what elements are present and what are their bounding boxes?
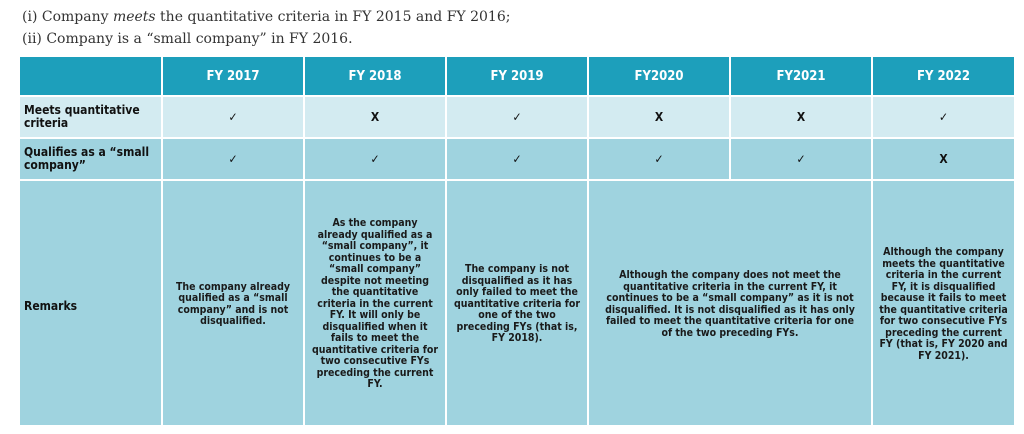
condition-1-emphasis: meets: [112, 9, 156, 25]
table-row-quantitative: Meets quantitative criteria ✓ X ✓ X X ✓: [20, 97, 1014, 137]
row-label-quantitative: Meets quantitative criteria: [20, 97, 161, 137]
table-row-small-company: Qualifies as a “small company” ✓ ✓ ✓ ✓ ✓…: [20, 139, 1014, 179]
mark-small-fy2022: X: [873, 139, 1014, 179]
condition-1: (i) Company meets the quantitative crite…: [22, 6, 510, 28]
condition-1-suffix: the quantitative criteria in FY 2015 and…: [155, 9, 511, 25]
mark-quantitative-fy2018: X: [305, 97, 445, 137]
table-row-remarks: Remarks The company already qualified as…: [20, 181, 1014, 425]
small-company-table: FY 2017 FY 2018 FY 2019 FY2020 FY2021 FY…: [18, 55, 1016, 427]
remark-fy2022: Although the company meets the quantitat…: [873, 181, 1014, 425]
remark-fy2020-fy2021: Although the company does not meet the q…: [589, 181, 871, 425]
column-header-fy2021: FY2021: [731, 57, 871, 95]
column-header-fy2017: FY 2017: [163, 57, 303, 95]
remark-fy2017: The company already qualified as a “smal…: [163, 181, 303, 425]
mark-quantitative-fy2022: ✓: [873, 97, 1014, 137]
mark-quantitative-fy2021: X: [731, 97, 871, 137]
column-header-fy2018: FY 2018: [305, 57, 445, 95]
mark-quantitative-fy2017: ✓: [163, 97, 303, 137]
row-label-remarks: Remarks: [20, 181, 161, 425]
mark-small-fy2018: ✓: [305, 139, 445, 179]
mark-quantitative-fy2020: X: [589, 97, 729, 137]
header-corner: [20, 57, 161, 95]
column-header-fy2020: FY2020: [589, 57, 729, 95]
intro-conditions: (i) Company meets the quantitative crite…: [22, 6, 510, 50]
mark-small-fy2021: ✓: [731, 139, 871, 179]
table-header-row: FY 2017 FY 2018 FY 2019 FY2020 FY2021 FY…: [20, 57, 1014, 95]
mark-small-fy2020: ✓: [589, 139, 729, 179]
row-label-small-company: Qualifies as a “small company”: [20, 139, 161, 179]
remark-fy2018: As the company already qualified as a “s…: [305, 181, 445, 425]
condition-1-prefix: (i) Company: [22, 9, 113, 25]
mark-small-fy2019: ✓: [447, 139, 587, 179]
mark-small-fy2017: ✓: [163, 139, 303, 179]
column-header-fy2019: FY 2019: [447, 57, 587, 95]
condition-2: (ii) Company is a “small company” in FY …: [22, 31, 353, 47]
remark-fy2019: The company is not disqualified as it ha…: [447, 181, 587, 425]
mark-quantitative-fy2019: ✓: [447, 97, 587, 137]
column-header-fy2022: FY 2022: [873, 57, 1014, 95]
